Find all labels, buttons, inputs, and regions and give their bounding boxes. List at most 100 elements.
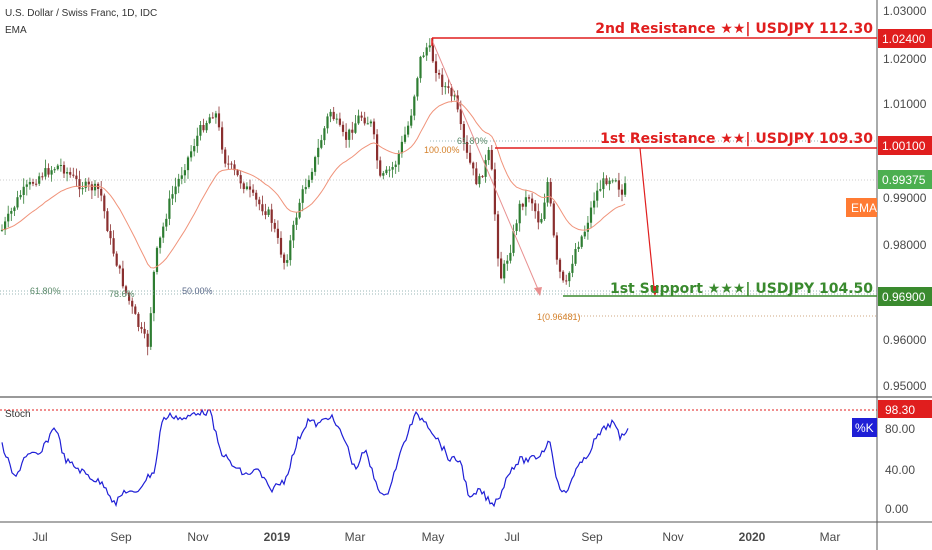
candle-body bbox=[84, 181, 87, 189]
candle-body bbox=[317, 147, 320, 158]
candle-body bbox=[230, 163, 233, 165]
candle-body bbox=[236, 170, 239, 176]
candle-body bbox=[503, 263, 506, 279]
candle-body bbox=[205, 122, 208, 131]
candle-body bbox=[413, 96, 416, 116]
candle-body bbox=[379, 160, 382, 176]
candle-body bbox=[168, 198, 171, 219]
candle-body bbox=[16, 197, 19, 208]
candle-body bbox=[307, 179, 310, 188]
candle-body bbox=[403, 134, 407, 142]
candle-body bbox=[534, 203, 537, 212]
candle-body bbox=[261, 204, 264, 212]
candle-body bbox=[224, 149, 227, 164]
candle-body bbox=[28, 181, 31, 185]
y-tick: 1.02000 bbox=[883, 52, 927, 66]
candle-body bbox=[357, 115, 360, 124]
y-tick: 0.99000 bbox=[883, 191, 927, 205]
candle-body bbox=[363, 117, 366, 124]
candle-body bbox=[267, 209, 270, 215]
candle-body bbox=[397, 153, 400, 165]
candle-body bbox=[332, 111, 335, 120]
candle-body bbox=[571, 263, 574, 273]
candle-body bbox=[242, 183, 245, 190]
stoch-k-tag-text: %K bbox=[855, 421, 874, 435]
candle-body bbox=[22, 186, 25, 196]
x-tick: May bbox=[422, 530, 445, 544]
candle-body bbox=[599, 189, 602, 191]
candle-body bbox=[444, 86, 447, 88]
candle-body bbox=[546, 181, 549, 203]
candle-body bbox=[286, 260, 289, 263]
candle-body bbox=[481, 176, 484, 178]
candle-body bbox=[292, 224, 295, 241]
candle-body bbox=[605, 178, 608, 185]
candle-body bbox=[428, 45, 431, 48]
candle-body bbox=[81, 188, 84, 190]
candle-body bbox=[416, 78, 419, 97]
candle-body bbox=[72, 174, 75, 176]
candle-body bbox=[490, 149, 493, 170]
candle-body bbox=[47, 168, 50, 175]
candle-body bbox=[407, 125, 410, 135]
level-label: 1st Resistance ★★| USDJPY 109.30 bbox=[600, 131, 873, 147]
candle-body bbox=[69, 172, 72, 175]
candle-body bbox=[462, 124, 465, 142]
candle-body bbox=[298, 202, 301, 218]
candle-body bbox=[549, 181, 552, 204]
time-axis[interactable]: Jul Sep Nov 2019 Mar May Jul Sep Nov 202… bbox=[32, 530, 840, 544]
candle-body bbox=[140, 326, 143, 329]
candle-body bbox=[75, 175, 78, 180]
candle-body bbox=[283, 254, 286, 263]
candle-body bbox=[512, 231, 515, 253]
level-1st-support[interactable]: 1st Support ★★★| USDJPY 104.50 0.96900 bbox=[563, 281, 932, 306]
fib-label: 100.00% bbox=[424, 145, 460, 155]
x-tick: Jul bbox=[32, 530, 47, 544]
candle-body bbox=[391, 167, 394, 170]
candle-body bbox=[165, 218, 168, 227]
candle-body bbox=[611, 180, 614, 182]
candle-body bbox=[527, 197, 531, 199]
projection-line bbox=[639, 147, 655, 289]
arrow-head bbox=[650, 286, 659, 296]
level-1st-resistance[interactable]: 1st Resistance ★★| USDJPY 109.30 1.00100 bbox=[495, 131, 932, 155]
candle-body bbox=[19, 195, 22, 198]
x-tick: Nov bbox=[187, 530, 208, 544]
candle-body bbox=[279, 237, 283, 255]
candle-body bbox=[4, 221, 7, 230]
candle-body bbox=[146, 333, 149, 347]
candle-body bbox=[620, 189, 624, 195]
candle-body bbox=[425, 47, 428, 56]
stoch-axis[interactable]: 80.00 40.00 0.00 bbox=[885, 422, 915, 516]
ema-tag-text: EMA bbox=[851, 201, 877, 215]
candle-body bbox=[255, 192, 258, 200]
x-tick: 2020 bbox=[739, 530, 766, 544]
price-pane[interactable] bbox=[0, 0, 877, 396]
candle-body bbox=[335, 118, 338, 120]
stoch-value-tag bbox=[878, 400, 932, 418]
candle-body bbox=[174, 186, 177, 195]
stoch-pane[interactable] bbox=[0, 398, 877, 522]
level-2nd-resistance[interactable]: 2nd Resistance ★★| USDJPY 112.30 1.02400 bbox=[431, 21, 932, 48]
candle-body bbox=[314, 157, 317, 172]
y-tick: 0.00 bbox=[885, 502, 909, 516]
candle-body bbox=[469, 152, 472, 163]
candle-body bbox=[128, 292, 131, 301]
candle-body bbox=[31, 181, 35, 184]
candle-body bbox=[400, 141, 403, 154]
candle-body bbox=[177, 178, 180, 187]
candle-body bbox=[431, 45, 434, 62]
level-price-tag-text: 0.96900 bbox=[882, 290, 926, 304]
candle-body bbox=[372, 121, 376, 135]
candle-body bbox=[134, 306, 137, 314]
candle-body bbox=[273, 222, 276, 229]
y-tick: 1.01000 bbox=[883, 97, 927, 111]
candle-body bbox=[366, 123, 369, 125]
candle-body bbox=[593, 200, 596, 208]
candle-body bbox=[382, 173, 385, 176]
price-axis[interactable]: 1.03000 1.02000 1.01000 0.99000 0.98000 … bbox=[883, 4, 927, 393]
candle-body bbox=[115, 253, 118, 266]
candle-body bbox=[227, 163, 230, 165]
candle-body bbox=[577, 246, 580, 250]
candle-body bbox=[500, 258, 503, 279]
